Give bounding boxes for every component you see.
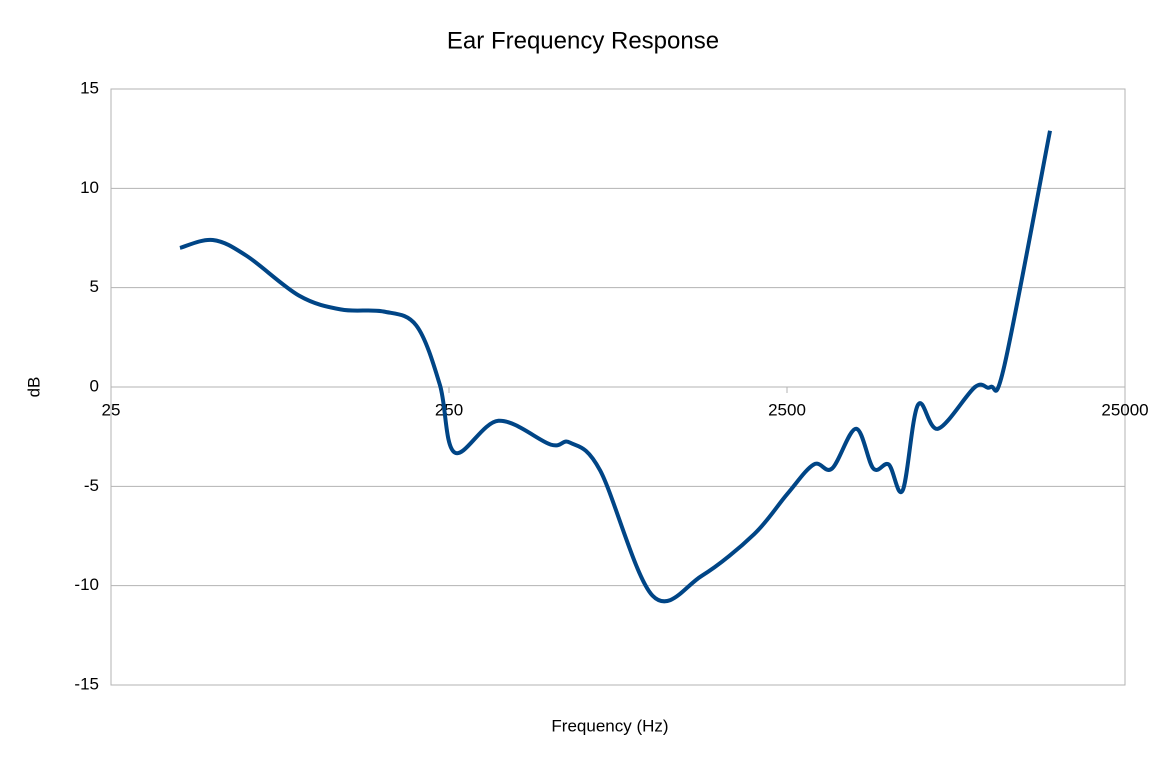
chart-title: Ear Frequency Response (447, 27, 719, 54)
y-tick-label: 10 (80, 178, 99, 197)
y-tick-label: 5 (90, 277, 99, 296)
y-axis-label: dB (24, 377, 43, 398)
x-tick-label: 250 (435, 400, 463, 419)
x-axis-label: Frequency (Hz) (551, 716, 668, 735)
y-tick-label: 0 (90, 376, 99, 395)
x-tick-label: 25 (102, 400, 121, 419)
y-tick-label: -10 (74, 575, 99, 594)
y-tick-label: 15 (80, 78, 99, 97)
y-tick-label: -15 (74, 674, 99, 693)
y-tick-label: -5 (84, 476, 99, 495)
x-tick-label: 2500 (768, 400, 806, 419)
data-line (179, 130, 1052, 604)
x-tick-label: 25000 (1101, 400, 1148, 419)
